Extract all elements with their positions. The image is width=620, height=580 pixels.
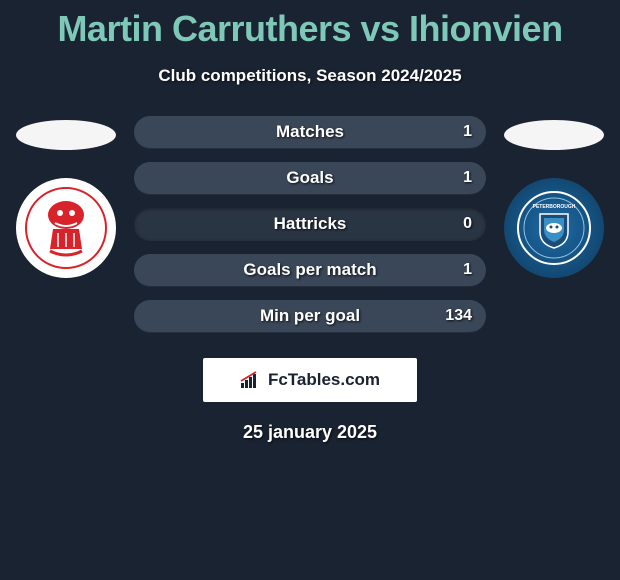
stat-bar: Matches 1 [134,116,486,148]
player-left-bust [16,120,116,150]
svg-text:PETERBOROUGH: PETERBOROUGH [533,204,576,210]
club-badge-right: PETERBOROUGH [504,178,604,278]
stat-label: Matches [276,122,344,142]
club-badge-left [16,178,116,278]
stats-column: Matches 1 Goals 1 Hattricks 0 Goals per match 1… [126,116,494,346]
stat-bar: Hattricks 0 [134,208,486,240]
subtitle: Club competitions, Season 2024/2025 [0,66,620,86]
club-crest-left-icon [25,187,107,269]
player-left-column [6,116,126,278]
player-right-column: PETERBOROUGH [494,116,614,278]
stat-bar: Goals per match 1 [134,254,486,286]
stat-bar: Goals 1 [134,162,486,194]
stat-label: Min per goal [260,306,360,326]
stat-label: Goals [286,168,333,188]
club-crest-right-icon: PETERBOROUGH [516,190,592,266]
stat-value-right: 1 [463,123,472,141]
stat-label: Goals per match [243,260,376,280]
brand-attribution[interactable]: FcTables.com [203,358,417,402]
player-right-bust [504,120,604,150]
stat-value-right: 1 [463,261,472,279]
comparison-row: Matches 1 Goals 1 Hattricks 0 Goals per match 1… [0,116,620,346]
stat-value-right: 1 [463,169,472,187]
chart-icon [240,371,262,389]
stat-value-right: 134 [445,307,472,325]
stat-value-right: 0 [463,215,472,233]
stat-bar: Min per goal 134 [134,300,486,332]
stat-label: Hattricks [274,214,347,234]
date-text: 25 january 2025 [0,422,620,443]
brand-text: FcTables.com [268,370,380,390]
page-title: Martin Carruthers vs Ihionvien [0,0,620,50]
